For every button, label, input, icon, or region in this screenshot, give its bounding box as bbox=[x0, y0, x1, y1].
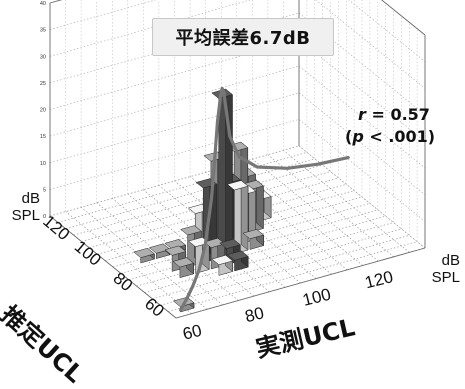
floor-gridline-x bbox=[220, 167, 348, 271]
bar-top-face bbox=[242, 229, 265, 240]
bar-top-face bbox=[164, 239, 187, 250]
floor-gridline-y bbox=[120, 203, 370, 274]
chart-title: 平均誤差6.7dB bbox=[152, 18, 334, 56]
floor-gridline-x bbox=[267, 154, 395, 258]
z-unit-line2-right: SPL bbox=[431, 269, 460, 286]
z-tick-label: 10 bbox=[40, 161, 46, 167]
z-unit-line1-left: dB bbox=[21, 190, 40, 207]
fit-curve-group bbox=[179, 86, 350, 312]
floor-gridline-x bbox=[236, 163, 364, 266]
floor-gridline-y bbox=[57, 152, 307, 223]
floor-gridline-y bbox=[136, 215, 386, 287]
floor-gridline-y bbox=[144, 222, 394, 293]
floor-gridline-y bbox=[128, 209, 378, 281]
z-tick-label: 35 bbox=[40, 28, 46, 34]
bar-top-face bbox=[211, 254, 234, 265]
r-symbol: r bbox=[358, 105, 366, 124]
z-tick-label: 0 bbox=[43, 214, 46, 220]
x-tick-label: 80 bbox=[243, 303, 266, 326]
z-tick-label: 30 bbox=[40, 54, 46, 60]
bar-top-face bbox=[180, 225, 202, 236]
floor-gridline-y bbox=[160, 234, 410, 306]
x-tick-label: 60 bbox=[181, 321, 204, 344]
y-tick-label: 80 bbox=[110, 268, 137, 295]
z-axis-label-left: dB SPL bbox=[6, 190, 40, 224]
z-tick-label: 5 bbox=[43, 187, 46, 193]
bar-top-face bbox=[219, 238, 241, 249]
p-open: ( bbox=[345, 127, 353, 146]
z-tick-labels: 0 5 10 15 20 25 30 35 40 bbox=[40, 1, 46, 220]
floor-gridline-y bbox=[89, 177, 339, 249]
p-value: < .001) bbox=[363, 127, 436, 146]
p-symbol: p bbox=[352, 127, 364, 146]
floor-gridline-y bbox=[168, 241, 418, 312]
bar-top-face bbox=[148, 243, 171, 254]
bar-side-face bbox=[240, 179, 249, 251]
fit-curve bbox=[179, 86, 350, 312]
bar-top-face bbox=[227, 250, 249, 261]
z-tick-label: 25 bbox=[40, 81, 46, 87]
floor-gridline-y bbox=[97, 183, 347, 255]
bar-top-face bbox=[226, 180, 249, 191]
wall-grids bbox=[49, 0, 426, 319]
floor-gridline-y bbox=[81, 171, 331, 242]
bar-top-face bbox=[133, 247, 155, 258]
bar bbox=[227, 250, 249, 272]
floor-gridline-y bbox=[73, 164, 323, 236]
bar-top-face bbox=[172, 257, 195, 268]
z-tick-label: 15 bbox=[40, 134, 46, 140]
p-value-stat: (p < .001) bbox=[345, 127, 435, 146]
z-tick-label: 20 bbox=[40, 108, 46, 114]
bar bbox=[172, 257, 195, 279]
bar bbox=[211, 254, 234, 276]
z-tick-label: 40 bbox=[40, 1, 46, 7]
z-unit-line1-right: dB bbox=[441, 252, 460, 269]
correlation-stat: r = 0.57 bbox=[358, 105, 430, 124]
floor-gridline-y bbox=[65, 158, 315, 230]
bar bbox=[133, 247, 155, 264]
y-tick-label: 100 bbox=[71, 237, 105, 270]
r-value: = 0.57 bbox=[365, 105, 430, 124]
z-axis-label-right: dB SPL bbox=[424, 252, 460, 286]
z-unit-line2-left: SPL bbox=[11, 207, 40, 224]
floor-gridline-x bbox=[65, 211, 192, 314]
x-tick-label: 120 bbox=[363, 267, 395, 292]
y-tick-label: 60 bbox=[141, 294, 168, 321]
axis-edge bbox=[49, 0, 426, 36]
bar bbox=[242, 228, 265, 250]
axis-edge bbox=[49, 215, 426, 319]
bar-top-face bbox=[164, 245, 187, 256]
bars bbox=[133, 88, 272, 313]
x-tick-label: 100 bbox=[301, 285, 333, 310]
